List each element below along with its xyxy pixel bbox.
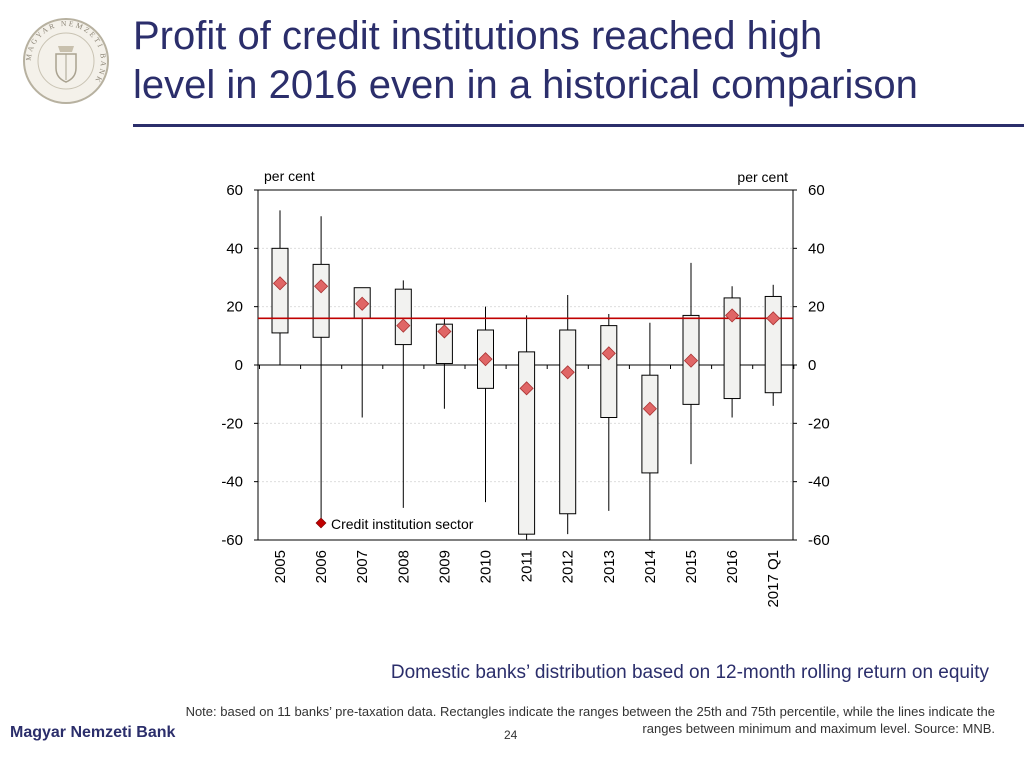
x-tick-label: 2013 [601,550,618,583]
y-tick-label-left: 20 [226,299,243,316]
y-axis-label-right: per cent [737,169,788,185]
x-tick-label: 2012 [560,550,577,583]
y-tick-label-left: -20 [221,415,243,432]
marker-2008 [396,318,411,333]
box-2011 [518,351,536,535]
box-2006 [312,263,330,338]
marker-2012 [560,365,575,380]
chart-grid [258,247,793,483]
x-tick-label: 2010 [478,550,495,583]
box-2008 [394,288,412,346]
y-tick-label-right: 40 [808,240,825,257]
y-axis-label-left: per cent [264,168,315,184]
marker-2014 [642,401,657,416]
y-tick-label-left: -60 [221,532,243,549]
y-tick-label-right: 20 [808,299,825,316]
x-tick-label: 2007 [354,550,371,583]
y-tick-label-right: -60 [808,532,830,549]
box-2016 [723,297,741,400]
x-tick-label: 2014 [642,550,659,583]
marker-2009 [437,324,452,339]
x-tick-label: 2016 [724,550,741,583]
marker-2007 [355,296,370,311]
chart-legend: Credit institution sector [315,516,474,532]
title-line-1: Profit of credit institutions reached hi… [133,14,823,58]
x-tick-label: 2006 [313,550,330,583]
y-tick-label-right: -20 [808,415,830,432]
title-divider [133,124,1024,127]
marker-2013 [601,346,616,361]
page-number: 24 [504,728,518,742]
x-tick-label: 2009 [436,550,453,583]
marker-2017-Q1 [766,311,781,326]
marker-2010 [478,352,493,367]
y-tick-label-left: 60 [226,182,243,199]
marker-2005 [272,276,288,291]
y-tick-label-right: 60 [808,182,825,199]
box-2014 [641,374,659,474]
chart-note: Note: based on 11 banks’ pre-taxation da… [185,704,995,736]
page-title: Profit of credit institutions reached hi… [133,12,918,110]
y-axis-right: 60 40 20 0 -20 -40 -60 [793,182,830,549]
box-2013 [600,325,618,418]
box-2012 [559,329,577,515]
box-2017-Q1 [764,295,782,394]
legend-marker [315,517,327,529]
y-tick-label-left: 40 [226,240,243,257]
marker-2006 [314,279,329,294]
mnb-seal-icon: MAGYAR NEMZETI BANK [23,18,109,104]
x-tick-label: 2015 [683,550,700,583]
y-axis-left: 60 40 20 0 -20 -40 -60 [221,182,258,549]
x-axis-labels: 2005 2006 2007 2008 2009 2010 2011 2012 2013 2014… [272,550,782,608]
sector-markers [272,276,781,416]
x-tick-label: 2017 Q1 [765,550,782,608]
x-tick-label: 2005 [272,550,289,583]
footer-bank-name: Magyar Nemzeti Bank [10,724,176,741]
marker-2015 [683,353,699,368]
marker-2016 [725,308,740,323]
y-tick-label-right: 0 [808,357,816,374]
x-tick-label: 2008 [395,550,412,583]
y-tick-label-left: -40 [221,474,243,491]
x-tick-label: 2011 [519,550,536,582]
chart-caption: Domestic banks’ distribution based on 12… [390,662,989,683]
legend-label: Credit institution sector [331,516,474,532]
title-line-2: level in 2016 even in a historical compa… [133,63,918,107]
y-tick-label-right: -40 [808,474,830,491]
box-2005 [271,247,289,334]
y-tick-label-left: 0 [235,357,243,374]
marker-2011 [519,381,534,396]
